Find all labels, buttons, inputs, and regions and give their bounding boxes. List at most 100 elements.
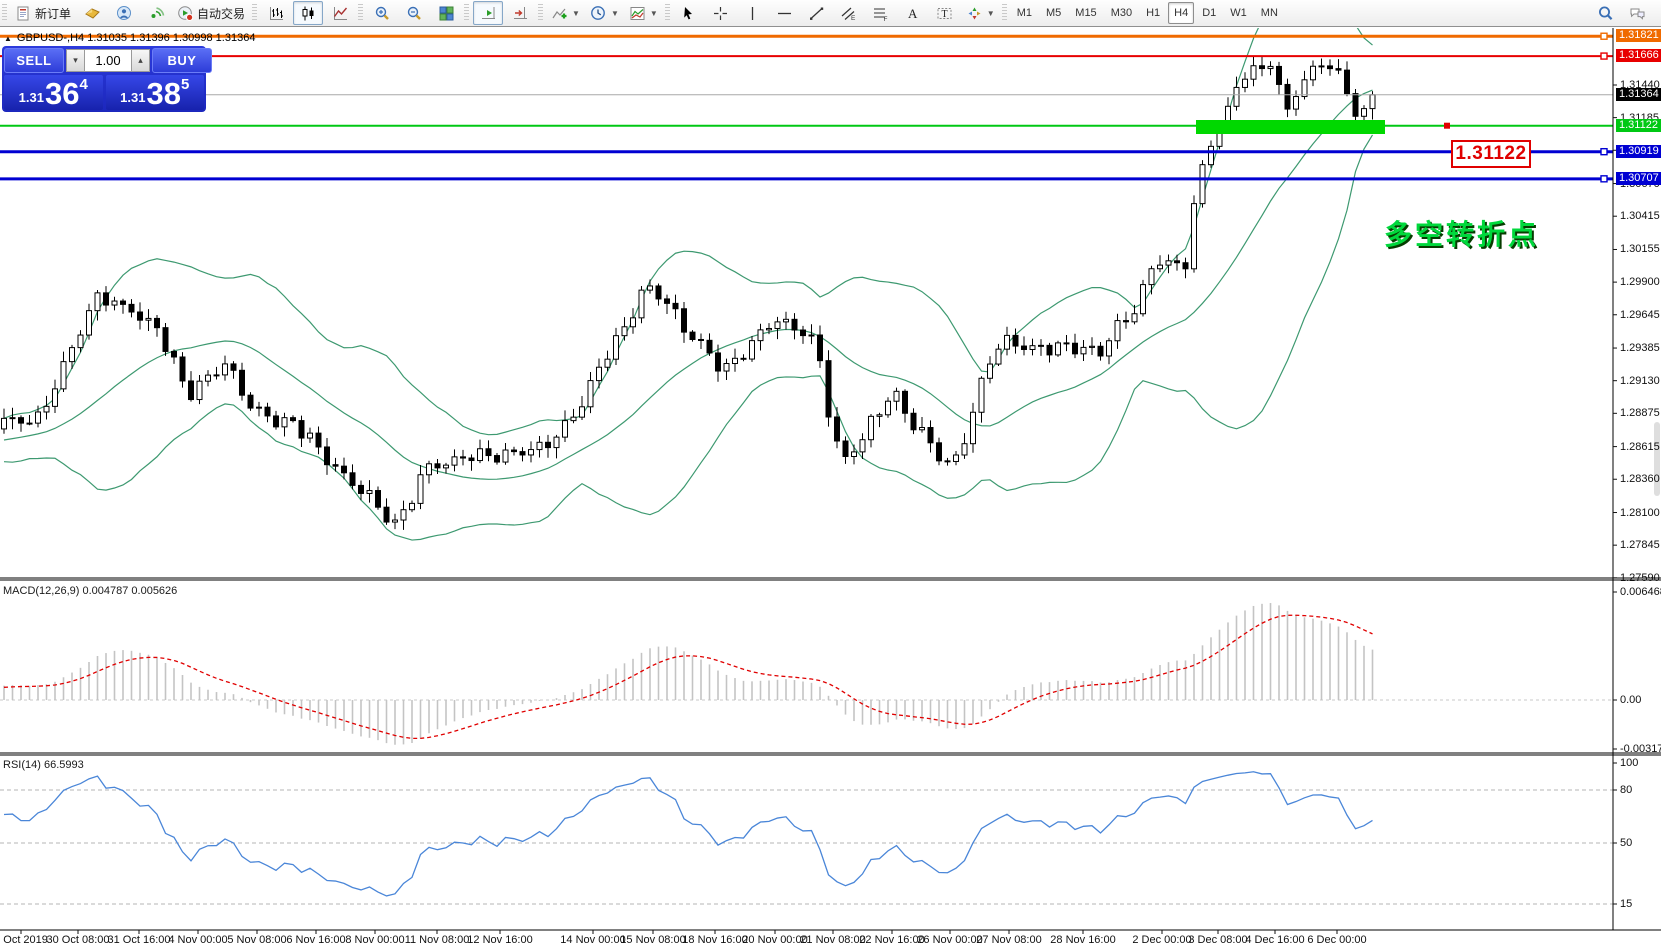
time-axis-label: 11 Nov 08:00 (404, 934, 470, 946)
fibonacci-icon[interactable]: F (866, 1, 896, 25)
price-level-badge: 1.31821 (1616, 29, 1661, 43)
price-level-badge: 1.30707 (1616, 171, 1661, 185)
chart-shift-icon (512, 5, 529, 22)
horizontal-line-icon (776, 5, 793, 22)
svg-text:A: A (908, 6, 918, 21)
time-axis-label: 4 Nov 00:00 (168, 934, 228, 946)
tf-M1[interactable]: M1 (1016, 7, 1032, 19)
tile-windows-icon[interactable] (431, 1, 461, 25)
bar-chart-icon (268, 5, 285, 22)
cursor-icon[interactable] (674, 1, 704, 25)
time-axis-label: 8 Nov 00:00 (345, 934, 405, 946)
line-anchor-square (1600, 32, 1608, 40)
vertical-line-icon[interactable] (738, 1, 768, 25)
templates-icon[interactable]: ▼ (625, 1, 662, 25)
buy-price-box[interactable]: 1.31 38 5 (105, 75, 204, 111)
chart-shift-icon[interactable] (505, 1, 535, 25)
time-axis-label: 12 Nov 16:00 (467, 934, 533, 946)
chevron-down-icon[interactable]: ▼ (986, 8, 995, 18)
macd-axis-label: 0.006468 (1620, 586, 1661, 598)
sell-price-prefix: 1.31 (18, 90, 44, 105)
text-icon[interactable]: A (898, 1, 928, 25)
cursor-icon (680, 5, 697, 22)
signals-icon[interactable] (141, 1, 171, 25)
tf-M30[interactable]: M30 (1110, 7, 1133, 19)
tf-MN[interactable]: MN (1260, 7, 1278, 19)
line-anchor-square (1600, 175, 1608, 183)
indicators-icon[interactable]: ▼ (547, 1, 584, 25)
horizontal-line-icon[interactable] (770, 1, 800, 25)
svg-text:F: F (884, 16, 888, 22)
chart-window: ▲ GBPUSD-,H4 1.31035 1.31396 1.30998 1.3… (0, 28, 1661, 952)
callout-anchor-square (1444, 122, 1450, 129)
community-icon[interactable] (109, 1, 139, 25)
autotrading-button[interactable]: 自动交易 (173, 1, 249, 25)
tf-M5[interactable]: M5 (1046, 7, 1062, 19)
volume-decrease-button[interactable]: ▾ (66, 49, 85, 72)
zoom-in-icon (374, 5, 391, 22)
zoom-in-icon[interactable] (367, 1, 397, 25)
macd-axis-label: 0.00 (1620, 694, 1642, 706)
toolbar-separator (464, 4, 470, 22)
candles (1, 55, 1376, 530)
time-axis-label: 21 Nov 08:00 (800, 934, 866, 946)
main-toolbar: 新订单 自动交易 ▼ ▼ ▼ E F A T ▼ M1 M5 M15 M30 H1 H4 D1 W1 MN (0, 0, 1661, 27)
chat-icon[interactable] (1622, 1, 1652, 25)
volume-increase-button[interactable]: ▴ (131, 49, 150, 72)
vertical-line-icon (744, 5, 761, 22)
buy-price-big: 38 (146, 76, 181, 111)
sell-button[interactable]: SELL (4, 48, 64, 73)
line-chart-icon[interactable] (325, 1, 355, 25)
timeframe-group: M1 M5 M15 M30 H1 H4 D1 W1 MN (1010, 0, 1285, 26)
text-icon: A (904, 5, 921, 22)
periods-icon[interactable]: ▼ (586, 1, 623, 25)
zoom-out-icon[interactable] (399, 1, 429, 25)
volume-input[interactable] (85, 49, 131, 72)
bollinger-band-line (3, 134, 1374, 541)
crosshair-icon[interactable] (706, 1, 736, 25)
chevron-down-icon[interactable]: ▼ (610, 8, 619, 18)
tf-D1[interactable]: D1 (1202, 7, 1217, 19)
current-price-badge: 1.31364 (1616, 87, 1661, 101)
toolbar-group: E F A T ▼ (673, 0, 1000, 26)
sell-price-box[interactable]: 1.31 36 4 (4, 75, 103, 110)
time-axis-label: 3 Dec 08:00 (1188, 934, 1248, 946)
time-axis-label: 6 Nov 16:00 (286, 934, 346, 946)
tf-M15[interactable]: M15 (1075, 7, 1097, 19)
auto-scroll-icon[interactable] (473, 1, 504, 25)
bar-chart-icon[interactable] (261, 1, 291, 25)
time-axis-label: 30 Oct 08:00 (46, 934, 110, 946)
gold-badge-icon (84, 5, 101, 22)
arrows-icon[interactable]: ▼ (962, 1, 999, 25)
channel-icon[interactable]: E (834, 1, 864, 25)
tf-H1[interactable]: H1 (1146, 7, 1161, 19)
macd-signal-line (3, 614, 1373, 740)
toolbar-group (472, 0, 536, 26)
time-axis-label: 22 Nov 16:00 (859, 934, 925, 946)
price-tick-label: 1.30155 (1620, 243, 1660, 256)
chevron-down-icon[interactable]: ▼ (649, 8, 658, 18)
price-level-callout[interactable]: 1.31122 (1451, 140, 1531, 168)
tf-W1[interactable]: W1 (1230, 7, 1247, 19)
turning-point-annotation: 多空转折点 (1384, 219, 1540, 250)
candlestick-icon[interactable] (293, 1, 324, 25)
tf-H4[interactable]: H4 (1168, 2, 1195, 24)
chevron-down-icon[interactable]: ▼ (572, 8, 580, 18)
new-order-button[interactable]: 新订单 (11, 1, 75, 25)
scrollbar-thumb[interactable] (1654, 422, 1660, 496)
main-chart-panel (0, 28, 1613, 541)
search-icon[interactable] (1590, 1, 1620, 25)
buy-button[interactable]: BUY (152, 48, 212, 73)
time-axis-label: 18 Nov 16:00 (682, 934, 748, 946)
chart-canvas[interactable] (0, 28, 1661, 952)
buy-price-prefix: 1.31 (120, 90, 146, 105)
price-tick-label: 1.30415 (1620, 210, 1660, 223)
toolbar-separator (252, 4, 258, 22)
label-icon[interactable]: T (930, 1, 960, 25)
trendline-icon[interactable] (802, 1, 832, 25)
panel-collapse-icon[interactable]: ▲ (4, 33, 12, 43)
toolbar-group (366, 0, 462, 26)
gold-badge-icon[interactable] (77, 1, 107, 25)
time-axis-label: 2 Dec 00:00 (1132, 934, 1192, 946)
price-tick-label: 1.28100 (1620, 506, 1660, 519)
